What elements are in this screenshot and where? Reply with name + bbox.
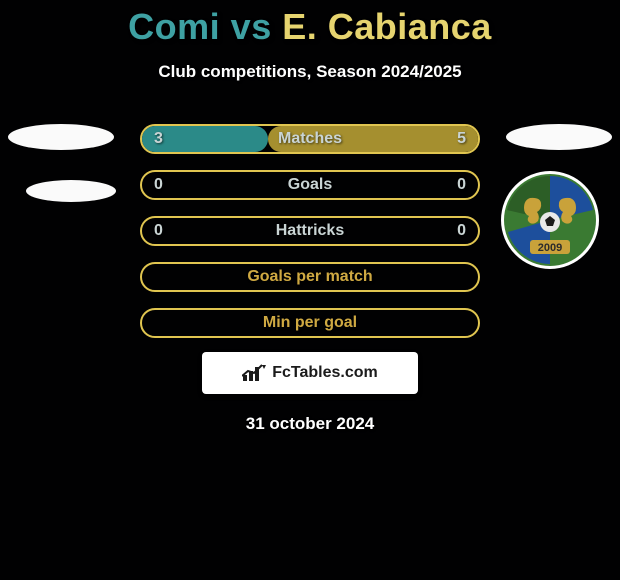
player2-name: E. Cabianca [282,6,492,47]
avatar-placeholder-left-2 [26,180,116,202]
stat-label: Min per goal [263,314,357,332]
stat-row: 3 5 Matches [140,124,480,154]
stat-value-right: 0 [457,176,466,194]
stat-label: Goals per match [247,268,372,286]
stat-row: 0 0 Goals [140,170,480,200]
stat-row: Min per goal [140,308,480,338]
stat-row: 0 0 Hattricks [140,216,480,246]
stat-value-left: 3 [154,130,163,148]
avatar-placeholder-left-1 [8,124,114,150]
attribution-box: FcTables.com [202,352,418,394]
avatar-placeholder-right-1 [506,124,612,150]
stat-label: Matches [278,130,342,148]
stat-value-left: 0 [154,222,163,240]
stat-value-right: 0 [457,222,466,240]
crest-year: 2009 [538,242,562,254]
stat-row: Goals per match [140,262,480,292]
stat-label: Hattricks [276,222,344,240]
attribution-text: FcTables.com [272,364,378,382]
stat-value-right: 5 [457,130,466,148]
chart-icon [242,364,266,382]
player1-name: Comi [128,6,220,47]
club-crest-right: 2009 [500,170,600,270]
page-title: Comi vs E. Cabianca [0,0,620,48]
subtitle: Club competitions, Season 2024/2025 [0,62,620,82]
stat-label: Goals [288,176,332,194]
date-text: 31 october 2024 [0,414,620,434]
stat-value-left: 0 [154,176,163,194]
title-vs: vs [220,6,282,47]
